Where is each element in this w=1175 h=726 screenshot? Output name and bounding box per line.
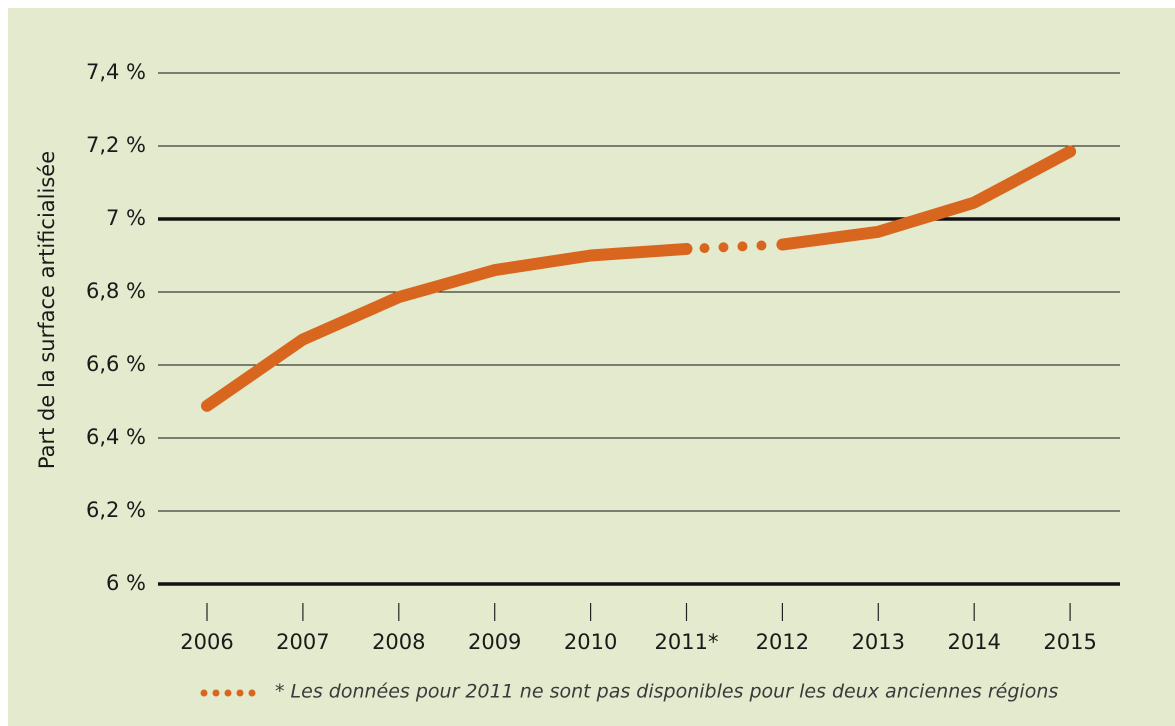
y-tick-label: 6,2 % [86,498,146,522]
x-tick-label: 2012 [756,630,809,654]
chart: Part de la surface artificialisée * Les … [0,0,1175,726]
y-tick-label: 6,6 % [86,352,146,376]
x-tick-label: 2014 [947,630,1000,654]
y-tick-label: 7 % [106,206,146,230]
y-axis-label: Part de la surface artificialisée [35,151,59,469]
y-tick-label: 6,4 % [86,425,146,449]
x-tick-label: 2013 [852,630,905,654]
x-tick-label: 2007 [276,630,329,654]
y-tick-label: 6,8 % [86,279,146,303]
footnote: * Les données pour 2011 ne sont pas disp… [275,681,1058,703]
background [8,8,1175,726]
y-tick-label: 7,4 % [86,60,146,84]
y-tick-label: 6 % [106,571,146,595]
x-tick-label: 2009 [468,630,521,654]
x-tick-label: 2015 [1043,630,1096,654]
x-tick-label: 2006 [180,630,233,654]
x-tick-label: 2008 [372,630,425,654]
y-tick-label: 7,2 % [86,133,146,157]
x-tick-label: 2011* [655,630,719,654]
x-tick-label: 2010 [564,630,617,654]
